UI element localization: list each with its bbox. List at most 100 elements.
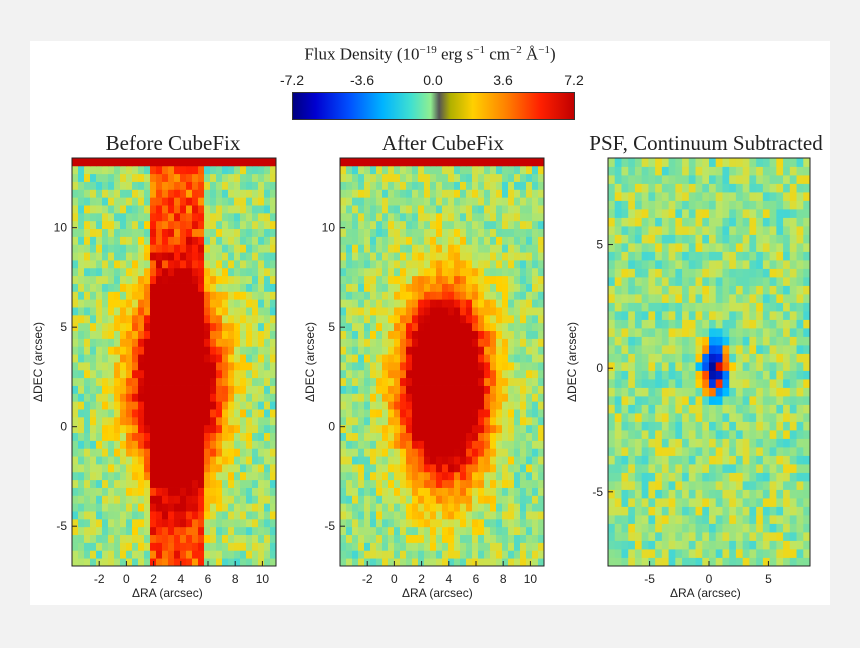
heatmap-cell (538, 283, 545, 292)
heatmap-cell (490, 369, 497, 379)
heatmap-cell (466, 416, 473, 426)
heatmap-cell (270, 236, 277, 245)
heatmap-cell (695, 464, 703, 473)
heatmap-cell (621, 234, 629, 244)
heatmap-cell (388, 236, 395, 245)
heatmap-cell (436, 526, 443, 536)
heatmap-cell (370, 558, 377, 567)
heatmap-cell (655, 209, 663, 218)
heatmap-cell (400, 307, 407, 316)
heatmap-cell (466, 495, 473, 504)
heatmap-cell (72, 338, 79, 347)
heatmap-cell (394, 558, 401, 567)
heatmap-cell (508, 220, 515, 230)
heatmap-cell (198, 275, 205, 284)
heatmap-cell (661, 489, 669, 499)
heatmap-cell (634, 430, 643, 439)
heatmap-cell (715, 319, 723, 329)
heatmap-cell (210, 236, 217, 245)
heatmap-cell (722, 540, 730, 550)
heatmap-cell (162, 424, 169, 434)
heatmap-cell (460, 228, 467, 237)
heatmap-cell (358, 330, 365, 339)
heatmap-cell (138, 275, 145, 284)
heatmap-cell (749, 421, 757, 431)
heatmap-cell (352, 299, 359, 308)
heatmap-cell (388, 189, 395, 198)
heatmap-cell (168, 314, 175, 324)
heatmap-cell (538, 526, 545, 536)
heatmap-cell (270, 401, 277, 410)
heatmap-cell (502, 518, 509, 528)
heatmap-cell (490, 432, 497, 441)
heatmap-cell (442, 228, 449, 237)
heatmap-cell (722, 481, 730, 490)
heatmap-cell (84, 346, 91, 355)
heatmap-cell (442, 503, 449, 512)
heatmap-cell (454, 189, 461, 198)
heatmap-cell (138, 385, 145, 394)
heatmap-cell (156, 267, 163, 277)
heatmap-cell (412, 558, 419, 567)
heatmap-cell (346, 416, 353, 426)
heatmap-cell (715, 200, 723, 210)
heatmap-cell (508, 471, 515, 481)
heatmap-cell (234, 228, 241, 237)
heatmap-cell (132, 448, 139, 457)
heatmap-cell (84, 550, 91, 559)
heatmap-cell (388, 181, 395, 190)
heatmap-cell (514, 409, 521, 418)
heatmap-cell (270, 362, 277, 371)
heatmap-cell (538, 393, 545, 402)
heatmap-cell (783, 302, 791, 312)
heatmap-cell (709, 481, 717, 490)
heatmap-cell (352, 212, 359, 222)
heatmap-cell (442, 362, 449, 371)
heatmap-cell (114, 283, 121, 292)
heatmap-cell (735, 328, 744, 337)
heatmap-cell (702, 166, 710, 176)
heatmap-cell (460, 432, 467, 441)
heatmap-cell (762, 489, 770, 499)
heatmap-cell (358, 307, 365, 316)
heatmap-cell (246, 307, 253, 316)
heatmap-cell (240, 558, 247, 567)
heatmap-cell (789, 387, 797, 397)
heatmap-cell (346, 542, 353, 551)
heatmap-cell (430, 542, 437, 551)
heatmap-cell (132, 511, 139, 520)
heatmap-cell (424, 377, 431, 386)
heatmap-cell (382, 236, 389, 245)
heatmap-cell (234, 448, 241, 457)
heatmap-cell (204, 385, 211, 394)
heatmap-cell (210, 526, 217, 536)
heatmap-cell (150, 181, 157, 190)
heatmap-cell (742, 302, 750, 312)
heatmap-cell (126, 550, 133, 559)
heatmap-cell (120, 558, 127, 567)
heatmap-cell (634, 489, 643, 499)
heatmap-cell (641, 302, 649, 312)
heatmap-cell (210, 181, 217, 190)
heatmap-cell (394, 236, 401, 245)
heatmap-cell (648, 447, 656, 456)
heatmap-cell (508, 432, 515, 441)
heatmap-cell (126, 401, 133, 410)
heatmap-cell (628, 302, 636, 312)
heatmap-cell (126, 252, 133, 261)
heatmap-cell (641, 209, 649, 218)
heatmap-cell (72, 252, 79, 261)
heatmap-cell (168, 424, 175, 434)
heatmap-cell (108, 534, 115, 543)
heatmap-cell (150, 354, 157, 363)
heatmap-cell (796, 200, 804, 210)
heatmap-cell (358, 212, 365, 222)
heatmap-cell (803, 557, 811, 567)
heatmap-cell (174, 283, 181, 292)
heatmap-cell (796, 217, 804, 227)
heatmap-cell (394, 220, 401, 230)
heatmap-cell (418, 205, 425, 214)
heatmap-cell (216, 236, 223, 245)
heatmap-cell (240, 197, 247, 206)
heatmap-cell (138, 354, 145, 363)
